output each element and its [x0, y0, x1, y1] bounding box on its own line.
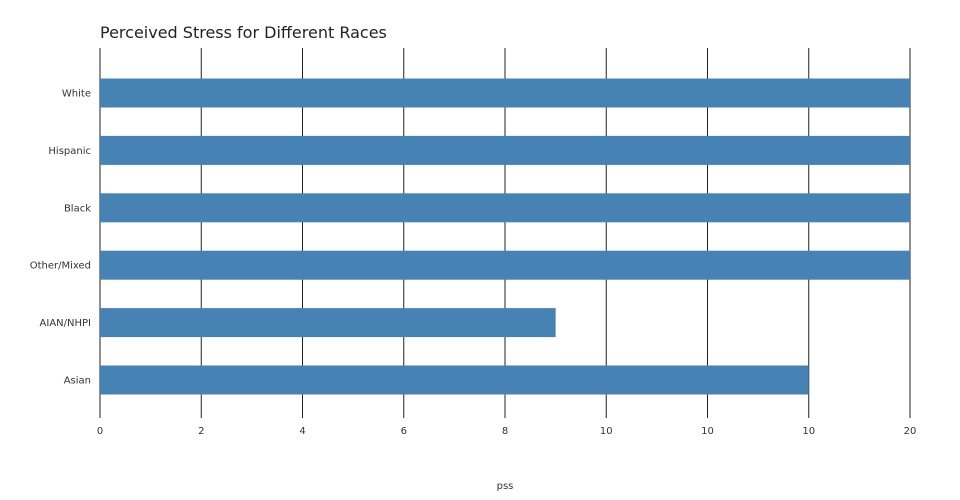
bar — [100, 365, 809, 395]
x-tick-label: 4 — [299, 426, 305, 437]
x-tick-labels: 0 2 4 6 8 10 10 10 20 — [97, 426, 917, 437]
x-axis-title: pss — [497, 481, 514, 492]
bar — [100, 308, 556, 338]
bar — [100, 135, 910, 165]
bar — [100, 193, 910, 223]
y-tick-labels: White Hispanic Black Other/Mixed AIAN/NHPI As… — [30, 89, 91, 387]
y-tick-label: Black — [64, 203, 91, 214]
bar — [100, 78, 910, 108]
x-tick-label: 0 — [97, 426, 103, 437]
x-tick-label: 10 — [802, 426, 815, 437]
chart-title: Perceived Stress for Different Races — [100, 23, 387, 42]
x-tick-label: 6 — [401, 426, 407, 437]
y-tick-label: AIAN/NHPI — [40, 318, 91, 329]
x-tick-label: 8 — [502, 426, 508, 437]
bars — [100, 78, 910, 395]
y-tick-label: Other/Mixed — [30, 261, 91, 272]
gridlines — [99, 48, 911, 418]
x-tick-label: 10 — [701, 426, 714, 437]
x-tick-label: 10 — [600, 426, 613, 437]
y-tick-label: White — [62, 89, 91, 100]
bar — [100, 250, 910, 280]
x-tick-label: 2 — [198, 426, 204, 437]
y-tick-label: Asian — [64, 376, 91, 387]
y-tick-label: Hispanic — [48, 146, 91, 157]
x-tick-label: 20 — [904, 426, 917, 437]
